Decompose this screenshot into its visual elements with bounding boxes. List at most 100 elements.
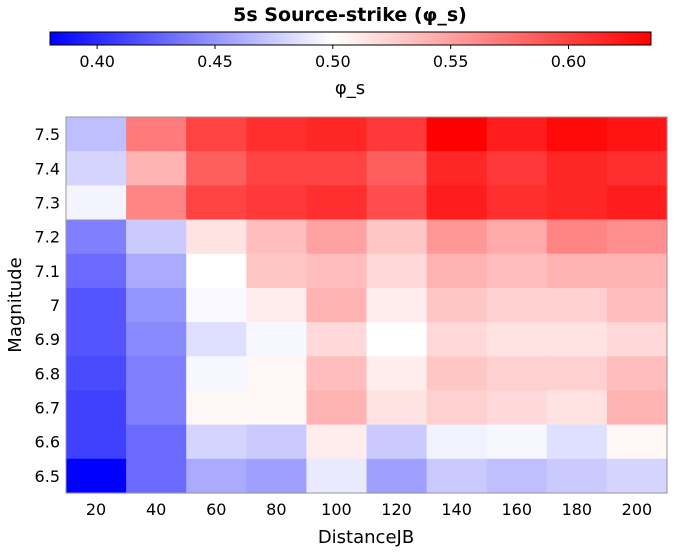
heatmap-cell (246, 322, 307, 357)
heatmap-cell (426, 287, 488, 323)
heatmap-cell (366, 287, 428, 323)
heatmap-cell (66, 253, 127, 289)
heatmap-cell (66, 219, 127, 255)
heatmap-cell (486, 151, 548, 186)
y-tick-label: 6.8 (35, 364, 60, 383)
heatmap-cell (246, 117, 307, 152)
y-tick-label: 7.1 (35, 262, 60, 281)
colorbar-ticks: 0.40 0.45 0.50 0.55 0.60 (79, 45, 586, 71)
heatmap-cell (366, 219, 428, 255)
heatmap-cell (426, 322, 488, 357)
heatmap-cell (66, 356, 127, 392)
heatmap-cell (486, 424, 548, 460)
heatmap-cell (186, 458, 247, 494)
heatmap-cell (126, 424, 187, 460)
heatmap-cell (606, 185, 668, 221)
heatmap-cell (486, 390, 548, 426)
heatmap-cell (426, 356, 488, 392)
heatmap-cell (486, 117, 548, 152)
heatmap-cell (306, 253, 368, 289)
heatmap-cell (366, 185, 428, 221)
heatmap-cell (126, 390, 187, 426)
y-axis-label: Magnitude (5, 257, 26, 352)
heatmap-cell (426, 390, 488, 426)
heatmap-cell (366, 253, 428, 289)
heatmap-cell (606, 356, 668, 392)
heatmap-cell (186, 322, 247, 357)
heatmap-cell (306, 185, 368, 221)
heatmap-cell (546, 117, 608, 152)
heatmap-cell (126, 253, 187, 289)
x-tick-label: 140 (441, 500, 472, 519)
y-tick-label: 6.5 (35, 467, 60, 486)
heatmap-cell (546, 185, 608, 221)
heatmap-cell (306, 219, 368, 255)
heatmap-cell (66, 185, 127, 221)
x-axis-label: DistanceJB (318, 527, 414, 548)
colorbar-tick-label: 0.55 (433, 52, 469, 71)
heatmap-cell (66, 424, 127, 460)
heatmap-cell (426, 219, 488, 255)
heatmap-cell (366, 117, 428, 152)
heatmap-cell (186, 185, 247, 221)
x-tick-label: 20 (86, 500, 106, 519)
heatmap-cell (306, 322, 368, 357)
colorbar (49, 31, 652, 46)
heatmap-cell (186, 424, 247, 460)
heatmap-cell (606, 117, 668, 152)
x-tick-label: 60 (206, 500, 226, 519)
heatmap-cell (306, 424, 368, 460)
heatmap-cell (546, 219, 608, 255)
heatmap-cell (606, 253, 668, 289)
heatmap-cell (366, 151, 428, 186)
x-tick-label: 160 (501, 500, 532, 519)
colorbar-label: φ_s (335, 78, 365, 99)
heatmap-cell (306, 287, 368, 323)
heatmap-cell (246, 424, 307, 460)
x-tick-label: 120 (381, 500, 412, 519)
x-tick-label: 80 (266, 500, 286, 519)
heatmap-cell (126, 356, 187, 392)
heatmap-cell (486, 356, 548, 392)
colorbar-tick-label: 0.50 (315, 52, 351, 71)
y-tick-label: 6.6 (35, 433, 60, 452)
heatmap-cell (126, 219, 187, 255)
x-axis-ticks: 20 40 60 80 100 120 140 160 180 200 (86, 500, 652, 519)
heatmap-cell (366, 390, 428, 426)
heatmap-cell (66, 390, 127, 426)
heatmap-cell (66, 458, 127, 494)
heatmap-cell (606, 424, 668, 460)
heatmap-cell (246, 287, 307, 323)
heatmap-cell (486, 287, 548, 323)
heatmap-cell (126, 117, 187, 152)
colorbar-tick-label: 0.45 (197, 52, 233, 71)
heatmap-cell (606, 151, 668, 186)
heatmap-cell (366, 458, 428, 494)
heatmap-cell (246, 390, 307, 426)
heatmap-cell (546, 390, 608, 426)
heatmap-cell (606, 322, 668, 357)
y-tick-label: 6.7 (35, 399, 60, 418)
heatmap-cell (246, 253, 307, 289)
heatmap-cell (306, 117, 368, 152)
heatmap-cell (426, 185, 488, 221)
heatmap-cell (546, 424, 608, 460)
heatmap-cell (486, 322, 548, 357)
heatmap-cell (126, 287, 187, 323)
heatmap-cell (306, 390, 368, 426)
heatmap-cell (66, 287, 127, 323)
heatmap-cell (486, 185, 548, 221)
heatmap-cell (366, 322, 428, 357)
heatmap-cell (246, 185, 307, 221)
chart-title: 5s Source-strike (φ_s) (233, 4, 467, 26)
heatmap-cell (606, 390, 668, 426)
heatmap-cell (486, 253, 548, 289)
heatmap-cell (546, 356, 608, 392)
colorbar-tick-label: 0.60 (551, 52, 587, 71)
heatmap-cell (186, 219, 247, 255)
heatmap-cell (546, 151, 608, 186)
heatmap-cell (186, 117, 247, 152)
x-tick-label: 180 (562, 500, 593, 519)
heatmap-cell (426, 117, 488, 152)
